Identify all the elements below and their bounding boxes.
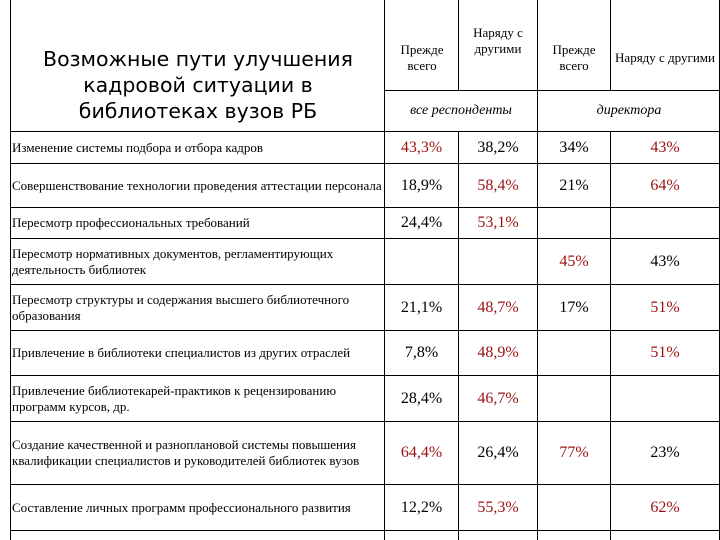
cell-along-directors: 62% [650,498,680,516]
cell-along-all [459,239,537,284]
row-label-attestation: Совершенствование технологии проведения … [12,177,382,193]
cell-along-all: 26,4% [477,444,519,461]
cell-along-directors: 43% [650,252,680,270]
cell-along-directors [611,376,719,421]
cell-first-directors: 17% [559,298,589,316]
cell-first-directors [538,331,610,375]
row-label-personal-programs: Составление личных программ профессионал… [12,499,351,515]
cell-first-directors: 77% [559,444,589,461]
row-label-other-specialists: Привлечение в библиотеки специалистов из… [12,345,351,360]
row-label-regulations: Пересмотр нормативных документов, реглам… [12,245,334,277]
cell-along-all: 46,7% [477,389,519,407]
row-label-requirements: Пересмотр профессиональных требований [12,215,250,230]
row-label-qualification: Создание качественной и разноплановой си… [12,437,360,468]
cell-along-directors: 64% [650,176,680,194]
cell-along-directors: 51% [650,298,680,316]
group-all-respondents: все респонденты [410,103,512,118]
cell-along-all: 53,1% [477,214,519,231]
header-first-directors: Прежде всего [552,42,596,73]
cell-first-directors [538,208,610,238]
cell-first-directors: 34% [559,138,589,156]
cell-along-all: 48,9% [477,344,519,361]
cell-first-directors [538,376,610,421]
row-label-selection: Изменение системы подбора и отбора кадро… [12,139,263,155]
cell-first-directors: 21% [559,176,589,194]
cell-first-all: 18,9% [400,176,443,194]
cell-first-all: 21,1% [400,298,443,316]
cell-first-all: 24,4% [400,214,443,231]
cell-along-all: 55,3% [477,498,519,516]
header-first-all: Прежде всего [400,42,444,73]
row-label-education: Пересмотр структуры и содержания высшего… [12,291,350,323]
cell-along-directors [611,208,719,238]
survey-table: Возможные пути улучшения кадровой ситуац… [10,0,720,540]
header-along-all: Наряду с другими [473,25,523,56]
cell-along-all: 38,2% [477,138,519,156]
header-along-directors: Наряду с другими [615,50,715,65]
cell-first-directors [538,485,610,530]
cell-first-all [385,239,458,284]
cell-first-all: 7,8% [404,344,439,361]
cell-along-directors: 23% [650,444,680,461]
cell-along-directors: 43% [650,138,680,156]
cell-first-all: 12,2% [400,498,443,516]
cell-first-all: 64,4% [400,444,443,461]
cell-along-directors: 51% [650,344,680,361]
group-directors: директора [596,103,662,118]
cell-along-all: 58,4% [477,176,519,194]
cell-first-all: 28,4% [400,389,443,407]
cell-along-all: 48,7% [477,298,519,316]
cell-first-directors: 45% [559,252,589,270]
row-label-practitioners: Привлечение библиотекарей-практиков к ре… [12,382,337,414]
cell-first-all: 43,3% [400,138,443,156]
page-title: Возможные пути улучшения кадровой ситуац… [43,47,353,123]
